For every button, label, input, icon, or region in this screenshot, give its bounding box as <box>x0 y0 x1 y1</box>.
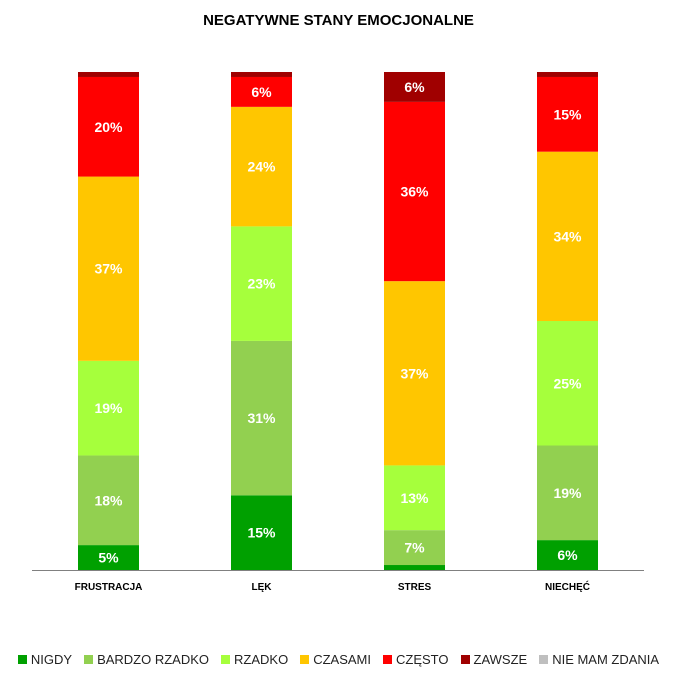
legend-label: NIGDY <box>30 652 73 667</box>
bar-segment <box>384 101 445 282</box>
category-label: NIECHĘĆ <box>545 580 590 593</box>
data-label: 24% <box>247 159 276 175</box>
bar-segment <box>537 445 598 541</box>
data-label: 6% <box>251 84 272 100</box>
data-label: 15% <box>553 106 582 122</box>
bar-segment <box>537 321 598 446</box>
bar-segment <box>231 106 292 227</box>
category-label: FRUSTRACJA <box>75 582 143 593</box>
plot-area: 5% 18% 19% 37% 20% FRUSTRACJA 15% 31% 23% 24% 6% LĘ… <box>32 72 644 593</box>
category-label: LĘK <box>252 582 273 593</box>
data-label: 25% <box>553 375 582 391</box>
bar-segment <box>537 540 598 570</box>
bar-segment <box>231 340 292 496</box>
data-label: 36% <box>400 184 429 200</box>
legend-label: ZAWSZE <box>473 652 528 667</box>
bar-segment <box>537 72 598 77</box>
legend-item: NIE MAM ZDANIA <box>539 652 659 667</box>
data-label: 13% <box>400 490 429 506</box>
chart-title: NEGATYWNE STANY EMOCJONALNE <box>203 12 474 29</box>
data-label: 5% <box>98 550 119 566</box>
data-label: 18% <box>94 492 123 508</box>
legend-swatch <box>460 655 470 664</box>
bar-segment <box>384 465 445 531</box>
legend-item: CZASAMI <box>300 652 371 667</box>
bar-segment <box>384 565 445 570</box>
data-label: 31% <box>247 410 276 426</box>
bar-segment <box>78 176 139 361</box>
category-label: STRES <box>398 582 432 593</box>
bar-segment <box>78 545 139 570</box>
data-label: 7% <box>404 540 425 556</box>
data-label: 15% <box>247 525 276 541</box>
bar-segment <box>78 455 139 546</box>
bar-segment <box>231 72 292 77</box>
legend-item: BARDZO RZADKO <box>84 652 209 667</box>
legend-swatch <box>539 655 549 664</box>
legend-label: BARDZO RZADKO <box>97 652 210 667</box>
bar-segment <box>537 76 598 152</box>
legend-label: CZASAMI <box>313 652 371 667</box>
legend-item: ZAWSZE <box>460 652 528 667</box>
legend-swatch <box>221 655 231 664</box>
legend-item: NIGDY <box>17 652 73 667</box>
legend-item: RZADKO <box>221 652 288 667</box>
bar-segment <box>231 226 292 341</box>
data-label: 19% <box>553 485 582 501</box>
data-label: 6% <box>557 547 578 563</box>
bar-segment <box>384 72 445 102</box>
bar-segment <box>78 360 139 456</box>
legend-swatch <box>84 655 94 664</box>
legend-label: RZADKO <box>234 652 289 667</box>
data-label: 23% <box>247 276 276 292</box>
bar-segment <box>78 76 139 177</box>
data-label: 37% <box>94 261 123 277</box>
bar-segment <box>231 495 292 570</box>
data-label: 37% <box>400 365 429 381</box>
legend-item: CZĘSTO <box>383 652 449 667</box>
bar-segment <box>384 281 445 466</box>
bar-segment <box>537 151 598 321</box>
bar-segment <box>78 72 139 77</box>
bar-segment <box>231 76 292 107</box>
data-label: 6% <box>404 79 425 95</box>
legend-swatch <box>300 655 310 664</box>
legend-label: CZĘSTO <box>396 652 449 667</box>
legend-label: NIE MAM ZDANIA <box>552 652 660 667</box>
legend-swatch <box>17 655 27 664</box>
legend-swatch <box>383 655 392 664</box>
data-label: 19% <box>94 400 123 416</box>
bar-segment <box>384 530 445 566</box>
legend: NIGDY BARDZO RZADKO RZADKO CZASAMI CZĘSTO ZAW… <box>0 652 677 667</box>
data-label: 34% <box>553 228 582 244</box>
data-label: 20% <box>94 119 123 135</box>
